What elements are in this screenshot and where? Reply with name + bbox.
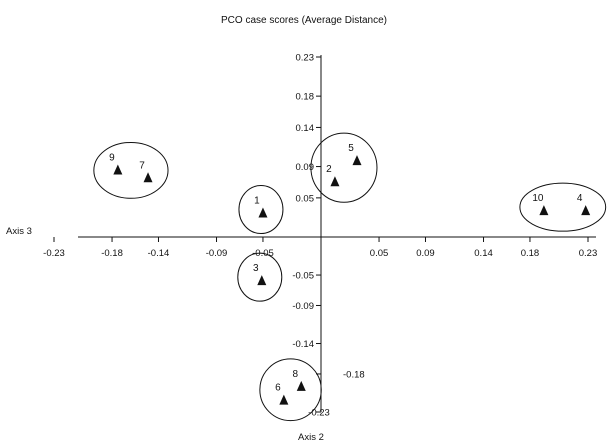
x-tick-label: -0.23 [43,248,65,259]
cluster-ellipse [259,358,322,422]
cluster-ellipse [310,132,378,203]
chart-title: PCO case scores (Average Distance) [221,15,387,26]
cluster-ellipse [519,182,607,232]
x-tick-label: 0.14 [474,248,493,259]
data-point-marker [257,275,267,286]
data-point-marker [539,205,549,216]
y-tick-label: -0.23 [308,408,330,419]
data-point-label: 6 [275,383,281,394]
axes [78,55,596,412]
y-tick-label: 0.18 [296,92,315,103]
data-point-marker [581,205,591,216]
data-point-marker [143,172,153,183]
data-point-marker [258,207,268,218]
x-tick-label: 0.23 [579,248,598,259]
x-tick-label: 0.18 [521,248,540,259]
x-tick-label: 0.09 [416,248,435,259]
data-point-label: 8 [292,369,298,380]
cluster-ellipse [238,185,284,235]
data-point-label: 7 [139,160,145,171]
y-tick-label: 0.14 [296,123,315,134]
x-tick-label: -0.09 [206,248,228,259]
y-tick-label: 0.23 [296,53,315,64]
data-point-label: 2 [326,164,332,175]
data-point-label: 3 [253,263,259,274]
y-tick-label: -0.09 [292,301,314,312]
data-point-marker [296,380,306,391]
y-tick-label: 0.09 [296,162,315,173]
cluster-ellipses [93,132,607,422]
y-tick-label: -0.05 [292,271,314,282]
x-tick-label: -0.18 [101,248,123,259]
y-tick-label: -0.14 [292,339,314,350]
data-point-label: 5 [348,143,354,154]
data-point-label: 10 [532,193,544,204]
data-point-marker [330,176,340,187]
y-tick-label: -0.18 [343,369,365,380]
data-point-label: 1 [254,196,260,207]
x-tick-label: -0.14 [148,248,170,259]
y-axis-label: Axis 2 [298,432,324,443]
y-ticks: 0.23 0.18 0.14 0.09 0.05 -0.05 -0.09 -0.14 -0.18… [292,53,364,419]
x-axis-label: Axis 3 [6,226,32,237]
data-point-marker [352,155,362,166]
data-point-label: 9 [109,152,115,163]
data-point-marker [113,164,123,175]
cluster-ellipse [237,252,283,302]
data-point-label: 4 [577,193,583,204]
x-tick-label: 0.05 [370,248,389,259]
data-points: 1 2 3 4 5 6 7 8 9 10 [109,143,591,405]
y-tick-label: 0.05 [296,193,315,204]
cluster-ellipse [93,141,169,199]
x-ticks: -0.23 -0.18 -0.14 -0.09 -0.05 0.05 0.09 0.14 0.1… [43,237,597,259]
data-point-marker [279,394,289,405]
